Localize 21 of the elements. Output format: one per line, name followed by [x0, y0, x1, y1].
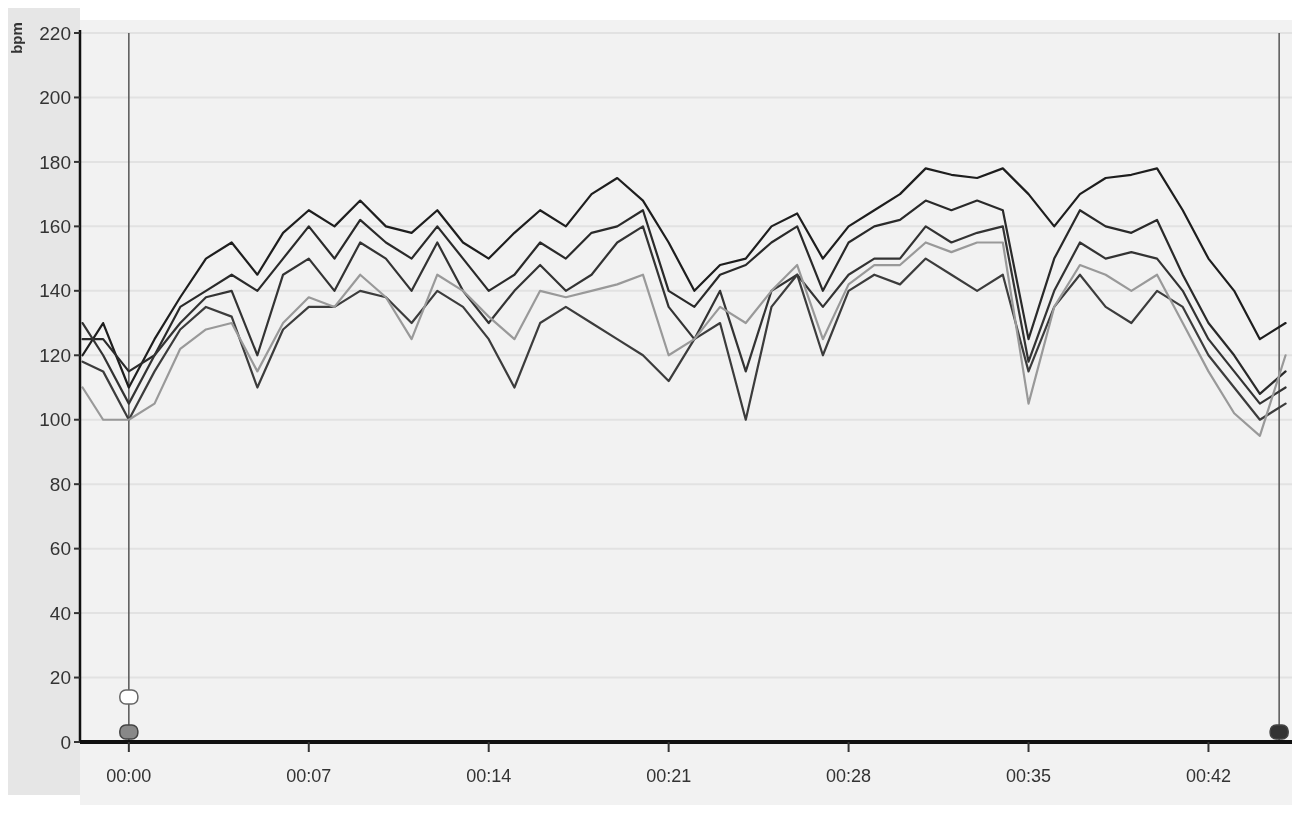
x-tick-label: 00:35 [1006, 766, 1052, 786]
line-series [81, 241, 1287, 437]
y-tick-label: 220 [39, 22, 71, 44]
y-tick-label: 200 [39, 87, 71, 109]
y-tick-label: 100 [39, 409, 71, 431]
x-tick-label: 00:28 [826, 766, 872, 786]
y-tick-label: 80 [49, 473, 71, 495]
x-tick-label: 00:07 [286, 766, 332, 786]
y-tick-label: 40 [49, 602, 71, 624]
y-axis-title: bpm [8, 22, 25, 54]
x-tick-label: 00:21 [646, 766, 692, 786]
y-tick-label: 140 [39, 280, 71, 302]
y-tick-label: 120 [39, 344, 71, 366]
y-tick-label: 160 [39, 216, 71, 238]
x-tick-label: 00:00 [106, 766, 152, 786]
x-tick-label: 00:14 [466, 766, 512, 786]
y-tick-label: 0 [60, 731, 71, 753]
y-tick-label: 180 [39, 151, 71, 173]
y-tick-label: 20 [49, 667, 71, 689]
y-tick-label: 60 [49, 538, 71, 560]
x-tick-label: 00:42 [1185, 766, 1231, 786]
